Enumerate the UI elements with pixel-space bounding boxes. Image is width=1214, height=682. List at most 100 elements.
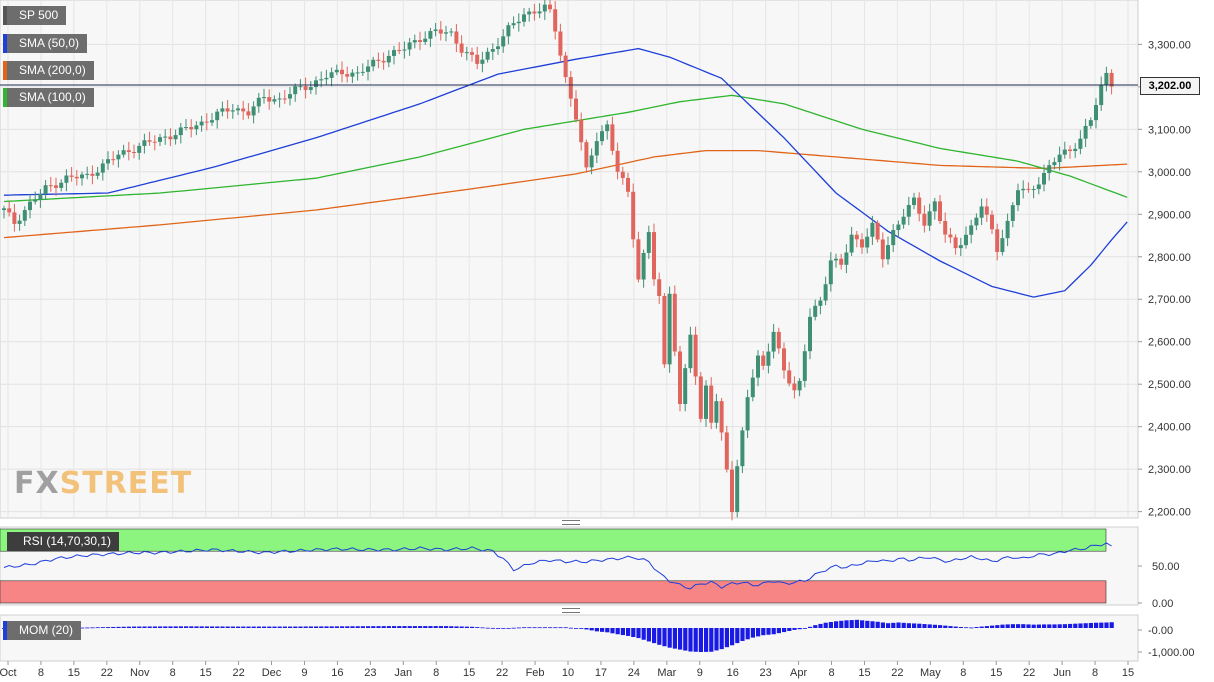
mom-panel[interactable] [0,614,1139,662]
candle-body [745,397,750,431]
candle-body [69,175,74,177]
mom-bar [163,626,168,628]
mom-bar [194,626,199,628]
candle-body [506,25,511,37]
mom-bar [704,628,709,652]
mom-bar [1083,623,1088,628]
mom-bar [220,626,225,628]
mom-bar [293,626,298,628]
rsi-panel-resize-handle[interactable] [562,608,580,613]
legend-mom[interactable]: MOM (20) [3,621,81,640]
mom-bar [360,626,365,628]
candle-body [199,121,204,126]
candle-body [95,172,100,176]
candle-body [631,191,636,240]
rsi-tick-label: 0.00 [1152,598,1173,610]
candle-body [116,154,121,160]
candle-body [542,4,547,12]
candle-body [584,142,589,168]
mom-bar [132,626,137,628]
mom-bar [678,628,683,650]
mom-bar [527,627,532,629]
mom-bar [454,626,459,628]
y-tick-label: 2,200.00 [1148,507,1191,519]
candle-body [282,98,287,100]
candle-body [574,98,578,120]
candlestick-series [2,0,1114,521]
mom-bar [646,628,651,642]
candle-body [230,110,235,112]
candle-body [33,199,38,202]
candle-body [516,21,521,24]
mom-bar [173,626,178,628]
candle-body [875,222,880,240]
rsi-axis: 50.00 0.00 [1138,561,1180,610]
main-panel-resize-handle[interactable] [562,520,580,525]
mom-bar [896,622,901,628]
candle-body [953,237,958,249]
legend-sma-50[interactable]: SMA (50,0) [3,34,88,53]
candle-body [527,11,532,15]
candle-body [106,159,110,164]
candle-body [641,252,646,280]
mom-bar [100,627,105,628]
legend-rsi[interactable]: RSI (14,70,30,1) [7,532,120,551]
mom-bar [719,628,724,650]
candle-body [236,108,240,111]
mom-bar [865,620,870,628]
candle-body [636,239,641,280]
mom-bar [849,620,854,628]
legend-sma-100[interactable]: SMA (100,0) [3,88,94,107]
candle-body [490,49,495,52]
x-tick-label: 10 [562,667,574,679]
mom-bar [672,628,677,649]
x-tick-label: 8 [828,667,834,679]
candle-body [17,220,22,224]
mom-bar [662,628,667,647]
mom-bar [1036,624,1041,628]
mom-bar [204,626,209,628]
candle-body [922,213,927,226]
candle-body [532,11,537,14]
candle-body [1088,120,1093,126]
candle-body [834,258,838,261]
candle-body [329,72,334,78]
mom-bar [111,626,116,628]
mom-bar [366,626,371,628]
x-tick-label: Jun [1053,667,1071,679]
candle-body [995,229,1000,253]
mom-bar [979,626,984,628]
y-tick-label: 2,600.00 [1148,337,1191,349]
rsi-tick-label: 50.00 [1152,561,1180,573]
x-tick-label: Dec [262,667,282,679]
mom-bar [168,626,173,628]
mom-bar [85,627,90,629]
rsi-line [3,542,1112,590]
mom-bar [870,621,875,628]
candle-body [423,38,428,42]
mom-bar [776,628,781,634]
candle-body [485,51,490,60]
mom-bar [480,627,485,629]
mom-bar [506,628,511,629]
candle-body [43,185,48,194]
candle-body [1057,154,1062,163]
mom-bar [563,627,568,629]
candle-body [173,135,178,140]
candle-body [1047,165,1052,174]
candle-body [558,31,563,56]
candle-body [324,77,329,80]
legend-sma-200[interactable]: SMA (200,0) [3,61,94,80]
mom-bar [813,625,818,628]
candle-body [158,137,162,142]
legend-symbol[interactable]: SP 500 [3,6,67,25]
candle-body [1068,149,1072,152]
candle-body [412,40,417,43]
candle-body [204,121,209,123]
mom-bar [329,626,334,628]
mom-bar [782,628,787,633]
candle-body [100,163,105,173]
mom-bar [823,622,828,628]
candle-body [667,293,672,365]
